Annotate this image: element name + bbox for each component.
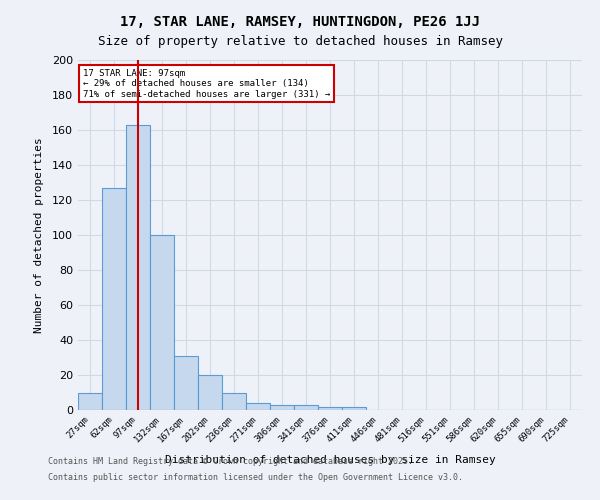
- Bar: [270, 405, 294, 410]
- Bar: [246, 403, 270, 410]
- X-axis label: Distribution of detached houses by size in Ramsey: Distribution of detached houses by size …: [164, 455, 496, 465]
- Text: Contains HM Land Registry data © Crown copyright and database right 2025.: Contains HM Land Registry data © Crown c…: [48, 458, 413, 466]
- Bar: [102, 188, 126, 410]
- Bar: [198, 375, 222, 410]
- Bar: [78, 392, 102, 410]
- Bar: [150, 235, 174, 410]
- Bar: [342, 406, 366, 410]
- Text: Size of property relative to detached houses in Ramsey: Size of property relative to detached ho…: [97, 35, 503, 48]
- Text: Contains public sector information licensed under the Open Government Licence v3: Contains public sector information licen…: [48, 472, 463, 482]
- Bar: [222, 392, 246, 410]
- Y-axis label: Number of detached properties: Number of detached properties: [34, 137, 44, 333]
- Text: 17 STAR LANE: 97sqm
← 29% of detached houses are smaller (134)
71% of semi-detac: 17 STAR LANE: 97sqm ← 29% of detached ho…: [83, 69, 330, 98]
- Bar: [318, 406, 342, 410]
- Bar: [126, 125, 150, 410]
- Text: 17, STAR LANE, RAMSEY, HUNTINGDON, PE26 1JJ: 17, STAR LANE, RAMSEY, HUNTINGDON, PE26 …: [120, 15, 480, 29]
- Bar: [294, 405, 318, 410]
- Bar: [174, 356, 198, 410]
